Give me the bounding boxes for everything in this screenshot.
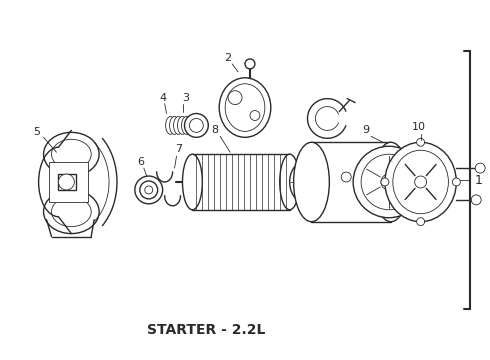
Ellipse shape: [295, 169, 312, 195]
Ellipse shape: [452, 178, 460, 186]
Ellipse shape: [166, 117, 175, 134]
Ellipse shape: [381, 174, 397, 190]
Ellipse shape: [140, 181, 158, 199]
Ellipse shape: [58, 174, 74, 190]
Ellipse shape: [415, 176, 427, 188]
Ellipse shape: [228, 91, 242, 105]
Ellipse shape: [250, 111, 260, 121]
Ellipse shape: [44, 132, 99, 176]
Ellipse shape: [145, 186, 153, 194]
Text: 2: 2: [224, 53, 232, 63]
Ellipse shape: [181, 117, 192, 134]
Text: STARTER - 2.2L: STARTER - 2.2L: [147, 323, 265, 337]
Ellipse shape: [416, 138, 425, 146]
Ellipse shape: [381, 178, 389, 186]
Bar: [58, 174, 76, 190]
Ellipse shape: [245, 59, 255, 69]
Text: 6: 6: [137, 157, 145, 167]
Ellipse shape: [373, 142, 409, 222]
Ellipse shape: [184, 113, 208, 137]
Ellipse shape: [219, 78, 271, 137]
Text: 8: 8: [212, 125, 219, 135]
Ellipse shape: [182, 154, 202, 210]
Ellipse shape: [471, 195, 481, 205]
Text: 4: 4: [159, 93, 166, 103]
Ellipse shape: [170, 117, 179, 134]
Ellipse shape: [173, 117, 183, 134]
Ellipse shape: [361, 154, 416, 210]
Ellipse shape: [393, 150, 448, 214]
Ellipse shape: [294, 142, 329, 222]
Ellipse shape: [135, 176, 163, 204]
Text: 10: 10: [412, 122, 426, 132]
Ellipse shape: [190, 118, 203, 132]
Polygon shape: [49, 162, 88, 202]
Ellipse shape: [385, 142, 456, 222]
Ellipse shape: [341, 172, 351, 182]
Ellipse shape: [280, 154, 299, 210]
Text: 1: 1: [475, 174, 483, 186]
Ellipse shape: [177, 117, 188, 134]
Ellipse shape: [51, 139, 91, 169]
Bar: [193, 154, 290, 210]
Ellipse shape: [290, 162, 318, 202]
Ellipse shape: [353, 146, 425, 218]
Text: 3: 3: [182, 93, 189, 103]
Ellipse shape: [225, 84, 265, 131]
Text: 7: 7: [175, 144, 182, 154]
Text: 9: 9: [363, 125, 369, 135]
Ellipse shape: [44, 190, 99, 234]
Ellipse shape: [475, 163, 485, 173]
Ellipse shape: [51, 197, 91, 227]
Text: 5: 5: [33, 127, 40, 138]
Ellipse shape: [416, 218, 425, 226]
Bar: [312, 142, 391, 222]
